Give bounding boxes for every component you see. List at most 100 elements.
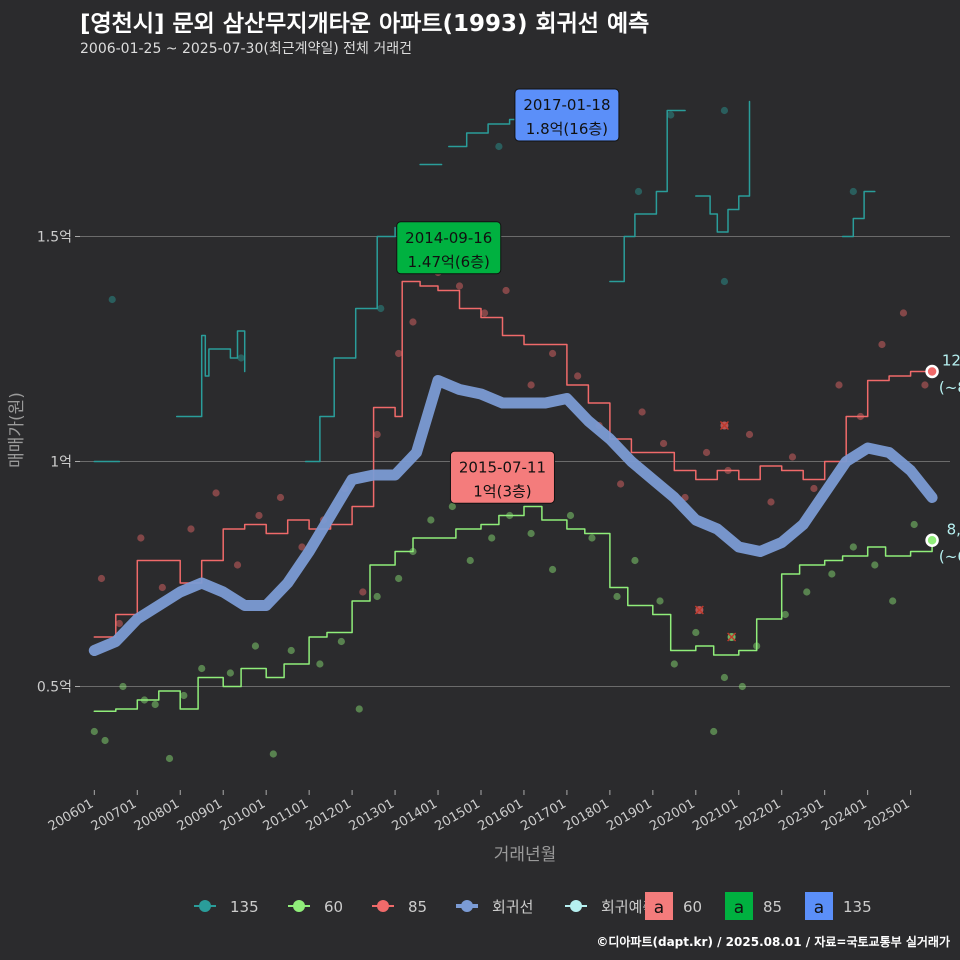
scatter-point-135 <box>720 277 729 286</box>
scatter-point-60 <box>119 682 127 691</box>
series-line-85 <box>93 280 933 638</box>
forecast-size-label: (~85㎡) <box>939 379 960 397</box>
y-axis-title: 매매가(원) <box>7 392 27 468</box>
scatter-point-60 <box>656 597 664 605</box>
chart-title: [영천시] 문외 삼산무지개타운 아파트(1993) 회귀선 예측 <box>80 11 650 37</box>
legend-key-dot <box>570 900 582 912</box>
max-price-label-date: 2015-07-11 <box>459 458 546 476</box>
legend-key-dot <box>377 900 389 912</box>
scatter-point-60 <box>588 534 596 542</box>
x-tick-label: 201501 <box>432 796 482 834</box>
forecast-point-85 <box>925 364 939 379</box>
scatter-point-85 <box>899 309 908 317</box>
scatter-point-60 <box>803 588 811 596</box>
scatter-point-135 <box>634 187 643 196</box>
x-tick-label: 201901 <box>604 796 654 834</box>
scatter-point-85 <box>702 448 711 457</box>
scatter-point-85 <box>788 453 797 461</box>
legend-label-swatch <box>805 892 833 920</box>
scatter-point-60 <box>889 597 897 605</box>
scatter-point-60 <box>373 592 381 601</box>
legend-label-회귀선: 회귀선 <box>492 898 533 916</box>
scatter-point-85 <box>359 588 367 596</box>
scatter-point-85 <box>810 484 818 493</box>
scatter-point-85 <box>212 489 220 497</box>
scatter-point-60 <box>395 574 403 583</box>
scatter-point-85 <box>187 525 195 533</box>
x-tick-label: 201801 <box>561 796 611 834</box>
scatter-point-85 <box>97 574 106 583</box>
series-line-135 <box>175 330 246 418</box>
scatter-point-85 <box>373 430 381 439</box>
cancelled-mark <box>694 605 704 615</box>
x-tick-label: 200801 <box>132 796 182 834</box>
legend-label-text: 60 <box>683 898 702 916</box>
scatter-point-85 <box>527 381 535 389</box>
max-price-label-box <box>514 88 620 142</box>
x-tick-label: 200701 <box>89 796 139 834</box>
legend-label-glyph: a <box>734 898 744 918</box>
scatter-point-60 <box>90 727 98 736</box>
max-price-label-date: 2017-01-18 <box>523 96 610 114</box>
forecast-value-label: 12,000 <box>942 352 960 370</box>
scatter-point-85 <box>395 349 403 358</box>
source-credit: ©디아파트(dapt.kr) / 2025.08.01 / 자료=국토교통부 실… <box>596 935 950 949</box>
legend-label-text: 85 <box>763 898 782 916</box>
scatter-point-85 <box>878 340 886 349</box>
scatter-point-85 <box>659 439 668 448</box>
scatter-point-60 <box>448 502 456 511</box>
scatter-point-85 <box>137 534 145 542</box>
forecast-value-label: 8,250 <box>947 520 960 538</box>
scatter-point-135 <box>495 142 503 151</box>
x-tick-label: 201101 <box>261 796 311 834</box>
scatter-point-60 <box>781 610 789 619</box>
x-tick-label: 202401 <box>819 796 869 834</box>
forecast-point-60 <box>925 533 939 547</box>
x-tick-label: 202101 <box>690 796 740 834</box>
max-price-label-value: 1.8억(16층) <box>526 120 608 138</box>
scatter-point-135 <box>849 187 857 196</box>
scatter-point-85 <box>298 543 306 551</box>
scatter-point-60 <box>198 664 206 673</box>
scatter-point-60 <box>316 660 324 668</box>
x-tick-label: 201201 <box>304 796 354 834</box>
scatter-point-60 <box>849 543 857 551</box>
scatter-point-60 <box>738 682 746 691</box>
scatter-point-60 <box>527 529 535 538</box>
scatter-point-60 <box>287 646 295 655</box>
scatter-point-60 <box>631 556 639 565</box>
scatter-point-85 <box>480 309 489 317</box>
cancelled-mark <box>719 421 729 430</box>
legend-label-text: 135 <box>843 898 872 916</box>
x-tick-label: 202201 <box>733 796 783 834</box>
scatter-point-60 <box>670 660 678 668</box>
legend-key-dot <box>199 900 211 912</box>
scatter-point-60 <box>466 556 474 565</box>
series-line-135 <box>841 190 876 238</box>
x-tick-label: 201001 <box>218 796 268 834</box>
scatter-point-60 <box>613 592 621 601</box>
x-tick-label: 202001 <box>647 796 697 834</box>
x-tick-label: 202501 <box>862 796 912 834</box>
scatter-point-135 <box>377 304 385 313</box>
legend-label-85: 85 <box>408 898 427 916</box>
scatter-point-85 <box>233 561 242 569</box>
scatter-point-60 <box>101 736 109 745</box>
scatter-point-60 <box>269 750 277 758</box>
legend-label-glyph: a <box>814 898 824 918</box>
legend-label-회귀예측: 회귀예측 <box>601 898 656 916</box>
chart-subtitle: 2006-01-25 ~ 2025-07-30(최근계약일) 전체 거래건 <box>80 41 412 57</box>
scatter-point-60 <box>488 534 496 542</box>
legend-label-135: 135 <box>230 898 259 916</box>
scatter-point-60 <box>427 516 435 524</box>
series-line-135 <box>695 100 751 233</box>
x-tick-label: 202301 <box>776 796 826 834</box>
scatter-point-85 <box>638 408 646 416</box>
cancelled-mark <box>727 632 737 642</box>
x-tick-label: 201601 <box>475 796 525 834</box>
scatter-point-60 <box>910 520 918 529</box>
regression-line <box>88 375 938 656</box>
legend-label-swatch <box>645 892 673 920</box>
scatter-point-60 <box>165 754 174 763</box>
